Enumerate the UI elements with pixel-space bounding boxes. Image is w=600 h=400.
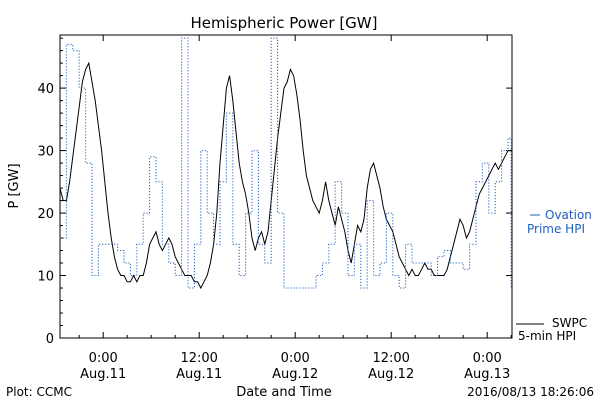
footer-timestamp: 2016/08/13 18:26:06 (467, 385, 594, 399)
y-tick-label: 10 (37, 270, 54, 285)
x-tick-time-label: 12:00 (180, 351, 217, 366)
y-axis-label: P [GW] (7, 163, 22, 208)
legend-ovation-line1: Ovation (545, 208, 592, 222)
footer-credit: Plot: CCMC (6, 385, 72, 399)
legend-swpc: SWPC 5-min HPI (516, 316, 587, 343)
x-tick-time-label: 0:00 (473, 351, 502, 366)
chart-title: Hemispheric Power [GW] (191, 14, 378, 32)
y-tick-label: 40 (37, 82, 54, 97)
legend-swpc-line2: 5-min HPI (518, 329, 576, 343)
x-tick-date-label: Aug.12 (272, 367, 318, 382)
y-tick-label: 30 (37, 145, 54, 160)
y-tick-label: 20 (37, 207, 54, 222)
x-tick-date-label: Aug.11 (176, 367, 222, 382)
legend-ovation: Ovation Prime HPI (527, 208, 592, 236)
y-axis: 0 10 20 30 40 (37, 37, 512, 347)
series-layer (59, 37, 512, 290)
series-line-ovation (60, 37, 512, 289)
x-tick-time-label: 0:00 (89, 351, 118, 366)
x-tick-date-label: Aug.12 (368, 367, 414, 382)
x-tick-time-label: 0:00 (281, 351, 310, 366)
x-tick-time-label: 12:00 (372, 351, 409, 366)
series-line-swpc (59, 61, 512, 290)
legend-ovation-line2: Prime HPI (527, 222, 585, 236)
plot-frame (59, 34, 513, 339)
x-tick-date-label: Aug.11 (80, 367, 126, 382)
x-tick-date-label: Aug.13 (464, 367, 510, 382)
legend-swpc-line1: SWPC (552, 316, 587, 330)
x-axis-label: Date and Time (236, 385, 332, 400)
y-tick-label: 0 (46, 332, 54, 347)
x-axis: 0:00Aug.1112:00Aug.110:00Aug.1212:00Aug.… (78, 35, 512, 382)
